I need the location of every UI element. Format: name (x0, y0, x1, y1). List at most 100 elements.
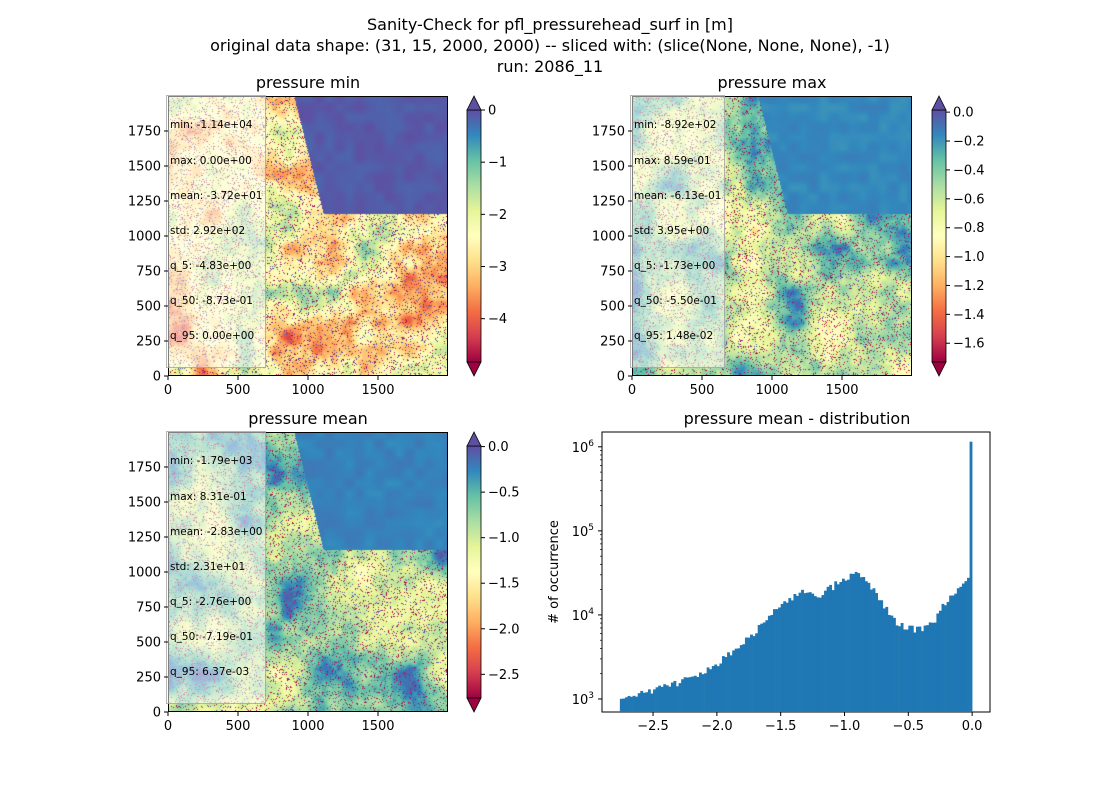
histogram-bar (834, 581, 838, 712)
histogram-bar (681, 679, 684, 712)
colorbar-tick-label: −4 (488, 312, 507, 327)
colorbar-tick-label: −1.5 (488, 577, 520, 592)
histogram-bar (734, 648, 738, 712)
colorbar-tick-label: 0.0 (488, 440, 509, 455)
x-tick-label: 500 (226, 719, 251, 734)
histogram-bar (938, 610, 942, 712)
colorbar-extend-max (466, 95, 482, 111)
histogram-bar (913, 632, 917, 712)
histogram-bar (910, 625, 914, 712)
stats-box-pressure-max: min: -8.92e+02 max: 8.59e-01 mean: -6.13… (630, 95, 726, 369)
histogram-bar (806, 592, 810, 712)
colorbar-tick-label: −0.8 (953, 221, 985, 236)
colorbar (466, 445, 482, 699)
histogram-bar (949, 595, 953, 712)
stat-line: max: 0.00e+00 (170, 154, 252, 167)
histogram-bar (724, 657, 728, 712)
histogram-bar (683, 677, 687, 712)
stat-line: q_50: -7.19e-01 (170, 630, 253, 643)
histogram-bar (732, 650, 736, 712)
histogram-bar (706, 667, 710, 712)
histogram-bar (645, 692, 649, 712)
histogram-bar (946, 601, 950, 712)
colorbar-tick-label: −3 (488, 260, 507, 275)
x-tick-label: 500 (226, 383, 251, 398)
histogram-bar (665, 685, 669, 712)
colorbar-tick-label: −1.6 (953, 337, 985, 352)
histogram-bar (872, 588, 876, 712)
stat-line: min: -8.92e+02 (634, 119, 717, 132)
histogram-bar (755, 633, 759, 712)
histogram-bar (785, 602, 789, 712)
histogram-ylabel: # of occurrence (547, 520, 562, 624)
x-tick-label: −1.5 (765, 719, 797, 734)
histogram-bar (790, 600, 794, 712)
histogram-bar (808, 592, 812, 712)
histogram-bar (783, 601, 787, 712)
histogram-bar (870, 589, 873, 712)
x-tick-label: 500 (690, 383, 715, 398)
colorbar-tick-label: −0.2 (953, 135, 985, 150)
y-tick-label: 103 (572, 691, 594, 708)
histogram-bar (826, 586, 830, 712)
colorbar-tick-label: −2.0 (488, 622, 520, 637)
histogram-bar (796, 595, 799, 712)
stat-line: q_95: 6.37e-03 (170, 666, 250, 679)
histogram-bar (816, 597, 820, 712)
y-tick-label: 1500 (128, 160, 161, 175)
colorbar-tick-label: −2 (488, 208, 507, 223)
histogram-bar (637, 693, 641, 712)
histogram-bar (716, 666, 720, 712)
y-tick-label: 750 (136, 601, 161, 616)
histogram-bar (882, 608, 886, 712)
x-tick-label: −1.0 (829, 719, 861, 734)
colorbar-tick-label: 0 (488, 104, 496, 119)
y-tick-label: 0 (617, 370, 625, 385)
stat-line: q_5: -1.73e+00 (634, 259, 716, 272)
histogram-bar (839, 581, 843, 712)
stat-line: q_5: -2.76e+00 (170, 595, 252, 608)
colorbar-extend-max (466, 431, 482, 447)
stats-box-pressure-min: min: -1.14e+04 max: 0.00e+00 mean: -3.72… (166, 95, 267, 369)
y-tick-label: 500 (136, 636, 161, 651)
histogram-bar (964, 581, 968, 712)
histogram-bar (931, 622, 935, 712)
histogram-bar (711, 666, 715, 712)
stat-line: mean: -6.13e-01 (634, 189, 722, 202)
y-tick-label: 1000 (128, 230, 161, 245)
histogram-bar (632, 695, 636, 712)
histogram-bar (941, 603, 945, 712)
colorbar-extend-max (931, 95, 947, 111)
histogram-bar (798, 592, 802, 712)
histogram-bar (658, 685, 662, 712)
histogram-bar (642, 692, 646, 712)
histogram-bar (630, 696, 633, 712)
histogram-bar (660, 686, 664, 712)
histogram-bar (727, 652, 730, 712)
histogram-bar (956, 588, 960, 712)
y-tick-label: 250 (600, 335, 625, 350)
panel-title-pressure-max: pressure max (717, 73, 827, 92)
histogram-bar (890, 615, 894, 712)
colorbar (466, 109, 482, 363)
histogram-bar (928, 622, 932, 712)
colorbar-tick-label: −1.2 (953, 279, 985, 294)
histogram-bar (915, 626, 919, 712)
y-tick-label: 104 (572, 607, 595, 624)
histogram-bar (701, 674, 705, 712)
histogram-bar (801, 589, 804, 712)
y-tick-label: 250 (136, 335, 161, 350)
colorbar-tick-label: −0.4 (953, 163, 985, 178)
stat-line: min: -1.14e+04 (170, 119, 253, 132)
histogram-bar (762, 622, 766, 712)
histogram-bar (704, 673, 707, 712)
histogram-bar (936, 613, 940, 712)
x-tick-label: 1500 (361, 383, 394, 398)
histogram-bar (752, 636, 756, 712)
stat-line: std: 3.95e+00 (634, 224, 710, 237)
histogram-bar (744, 637, 748, 712)
histogram-bar (829, 584, 833, 712)
x-tick-label: 1000 (755, 383, 788, 398)
histogram-bar (737, 648, 741, 712)
